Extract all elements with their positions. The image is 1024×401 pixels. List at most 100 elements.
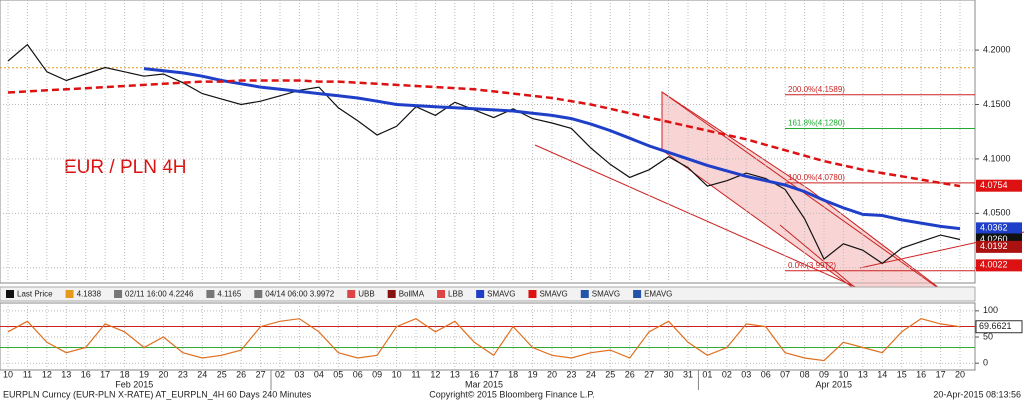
value-tag xyxy=(975,320,1023,334)
series-line xyxy=(7,79,961,188)
legend-swatch xyxy=(6,290,14,298)
legend-swatch xyxy=(206,290,215,298)
x-tick-label: 20 xyxy=(547,369,557,379)
price-tag-label: 4.0022 xyxy=(980,260,1008,270)
x-tick-label: 10 xyxy=(392,369,402,379)
y-tick-label: 4.1500 xyxy=(983,99,1011,109)
legend-bg xyxy=(0,286,976,302)
legend-swatch xyxy=(254,290,263,298)
x-tick-label: 24 xyxy=(197,369,207,379)
x-tick-label: 26 xyxy=(236,369,246,379)
chart-title: EUR / PLN 4H xyxy=(64,157,186,178)
price-tag-label: 4.0362 xyxy=(980,223,1008,233)
x-tick-label: 31 xyxy=(683,369,693,379)
y-tick-label: 4.2000 xyxy=(983,44,1011,54)
fib-label: 0.0%(3.9972) xyxy=(788,261,836,270)
legend-label: SMAVG xyxy=(539,290,567,299)
x-tick-label: 20 xyxy=(955,369,965,379)
x-tick-label: 13 xyxy=(858,369,868,379)
value-label: 69.6621 xyxy=(979,321,1012,331)
legend-label: BollMA xyxy=(399,290,425,299)
x-tick-label: 05 xyxy=(333,369,343,379)
oscillator-panel xyxy=(0,302,976,371)
x-tick-label: 04 xyxy=(314,369,324,379)
fib-label: 100.0%(4.0780) xyxy=(788,173,845,182)
series-line xyxy=(143,67,961,231)
x-tick-label: 27 xyxy=(256,369,266,379)
series-line xyxy=(7,43,961,265)
x-tick-label: 27 xyxy=(644,369,654,379)
x-tick-label: 16 xyxy=(81,369,91,379)
x-tick-label: 17 xyxy=(100,369,110,379)
x-tick-label: 19 xyxy=(139,369,149,379)
legend-label: SMAVG xyxy=(592,290,620,299)
price-tag xyxy=(976,240,1022,253)
fib-label: 161.8%(4.1280) xyxy=(788,119,845,128)
price-tag-label: 4.0192 xyxy=(980,241,1008,251)
price-tag xyxy=(976,259,1022,272)
legend-label: EMAVG xyxy=(644,290,672,299)
x-tick-label: 26 xyxy=(625,369,635,379)
legend-label: 04/14 06:00 3.9972 xyxy=(265,290,335,299)
y-tick-label: 100 xyxy=(983,305,998,315)
x-tick-label: 14 xyxy=(877,369,887,379)
legend-label: 4.1838 xyxy=(77,290,102,299)
trend-line xyxy=(534,144,886,301)
legend-swatch xyxy=(65,290,74,298)
x-tick-label: 12 xyxy=(430,369,440,379)
x-tick-label: 16 xyxy=(469,369,479,379)
x-tick-label: 02 xyxy=(275,369,285,379)
x-tick-label: 09 xyxy=(372,369,382,379)
x-tick-label: 15 xyxy=(897,369,907,379)
x-tick-label: 18 xyxy=(508,369,518,379)
legend-swatch xyxy=(528,290,537,298)
footer-right: 20-Apr-2015 08:13:56 xyxy=(933,389,1021,399)
price-tag xyxy=(976,222,1022,235)
x-tick-label: 10 xyxy=(838,369,848,379)
footer-center: Copyright© 2015 Bloomberg Finance L.P. xyxy=(429,389,595,399)
x-tick-label: 17 xyxy=(936,369,946,379)
x-tick-label: 30 xyxy=(664,369,674,379)
x-tick-label: 11 xyxy=(411,369,420,379)
x-tick-label: 23 xyxy=(178,369,188,379)
x-tick-label: 11 xyxy=(23,369,32,379)
y-tick-label: 0 xyxy=(983,358,988,368)
legend-label: SMAVG xyxy=(487,290,515,299)
month-label: Feb 2015 xyxy=(115,379,153,389)
price-tag xyxy=(976,179,1022,192)
x-tick-label: 06 xyxy=(353,369,363,379)
legend-label: 02/11 16:00 4.2246 xyxy=(125,290,194,299)
x-tick-label: 12 xyxy=(42,369,52,379)
x-tick-label: 10 xyxy=(3,369,13,379)
x-tick-label: 09 xyxy=(819,369,829,379)
legend-swatch xyxy=(476,290,485,298)
x-tick-label: 25 xyxy=(217,369,227,379)
x-tick-label: 13 xyxy=(450,369,460,379)
series-line xyxy=(7,318,961,362)
legend-label: 4.1165 xyxy=(217,290,241,299)
x-tick-label: 03 xyxy=(741,369,751,379)
month-label: Mar 2015 xyxy=(465,379,503,389)
x-tick-label: 16 xyxy=(916,369,926,379)
legend-label: Last Price xyxy=(17,290,53,299)
x-tick-label: 23 xyxy=(566,369,576,379)
legend-swatch xyxy=(387,290,396,298)
x-tick-label: 20 xyxy=(158,369,168,379)
x-tick-label: 01 xyxy=(702,369,712,379)
y-tick-label: 4.1000 xyxy=(983,153,1011,163)
x-tick-label: 02 xyxy=(722,369,732,379)
x-tick-label: 17 xyxy=(489,369,499,379)
y-tick-label: 4.0500 xyxy=(983,208,1011,218)
legend-label: UBB xyxy=(358,290,374,299)
trend-line xyxy=(661,91,956,301)
x-tick-label: 19 xyxy=(528,369,538,379)
x-tick-label: 03 xyxy=(294,369,304,379)
legend-label: LBB xyxy=(448,290,463,299)
x-tick-label: 07 xyxy=(780,369,790,379)
x-tick-label: 08 xyxy=(800,369,810,379)
price-tag-label: 4.0260 xyxy=(980,234,1008,244)
legend-swatch xyxy=(580,290,589,298)
x-tick-label: 25 xyxy=(605,369,615,379)
x-tick-label: 24 xyxy=(586,369,596,379)
